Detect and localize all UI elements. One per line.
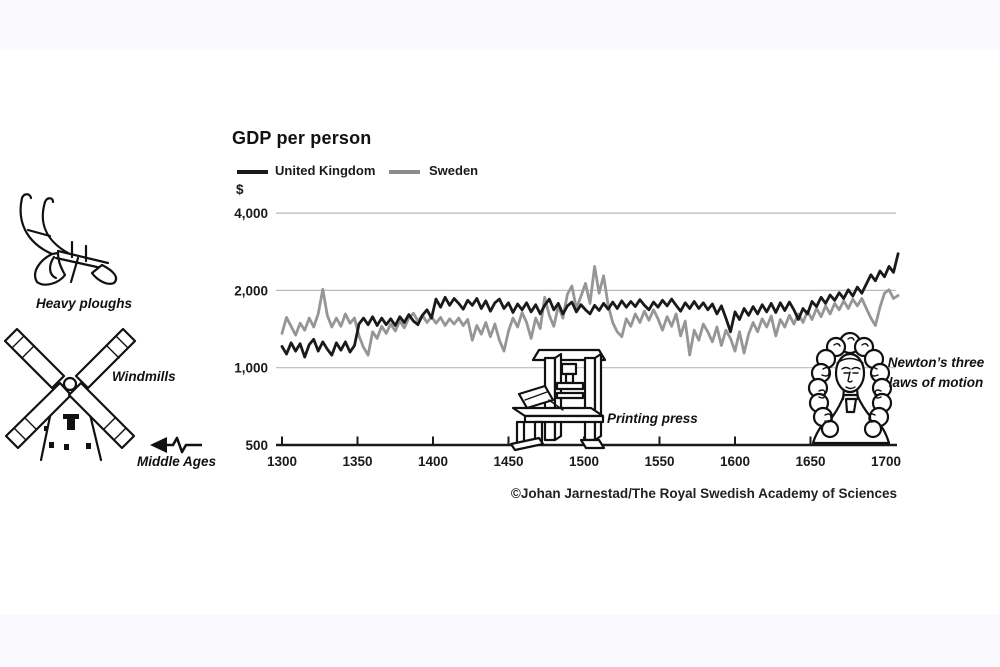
x-axis-tick-label: 1500 [569,454,599,469]
windmill-illustration [3,327,137,462]
newton-label: Newton’s three laws of motion [887,355,985,390]
y-axis-tick-label: 4,000 [234,206,268,221]
x-axis-tick-label: 1300 [267,454,297,469]
heavy-ploughs-label: Heavy ploughs [35,296,133,311]
printing-press-illustration [509,348,607,452]
middle-ages-arrow-icon [150,436,202,454]
middle-ages-label: Middle Ages [137,454,217,469]
illustration-canvas [0,50,1000,615]
legend-swatch-united-kingdom [237,170,268,174]
printing-press-label: Printing press [607,411,698,426]
x-axis-tick-label: 1550 [644,454,674,469]
y-axis-tick-label: 2,000 [234,283,268,298]
series-united-kingdom [280,252,900,359]
heavy-plough-illustration [19,193,118,286]
legend-label-sweden: Sweden [429,163,479,178]
windmills-label: Windmills [112,369,176,384]
legend-swatch-sweden [389,170,420,174]
newton-portrait-illustration [807,331,893,445]
page-title: GDP per person [232,128,372,148]
y-axis-tick-label: 1,000 [234,361,268,376]
series-sweden [280,265,900,357]
y-axis-unit-label: $ [236,182,244,197]
x-axis-tick-label: 1650 [795,454,825,469]
x-axis-tick-label: 1350 [342,454,372,469]
x-axis-tick-label: 1400 [418,454,448,469]
y-axis-tick-label: 500 [245,438,268,453]
copyright-credit: ©Johan Jarnestad/The Royal Swedish Acade… [510,486,897,501]
legend-label-united-kingdom: United Kingdom [275,163,376,178]
x-axis-tick-label: 1600 [720,454,750,469]
x-axis-tick-label: 1700 [871,454,901,469]
x-axis-tick-label: 1450 [493,454,523,469]
